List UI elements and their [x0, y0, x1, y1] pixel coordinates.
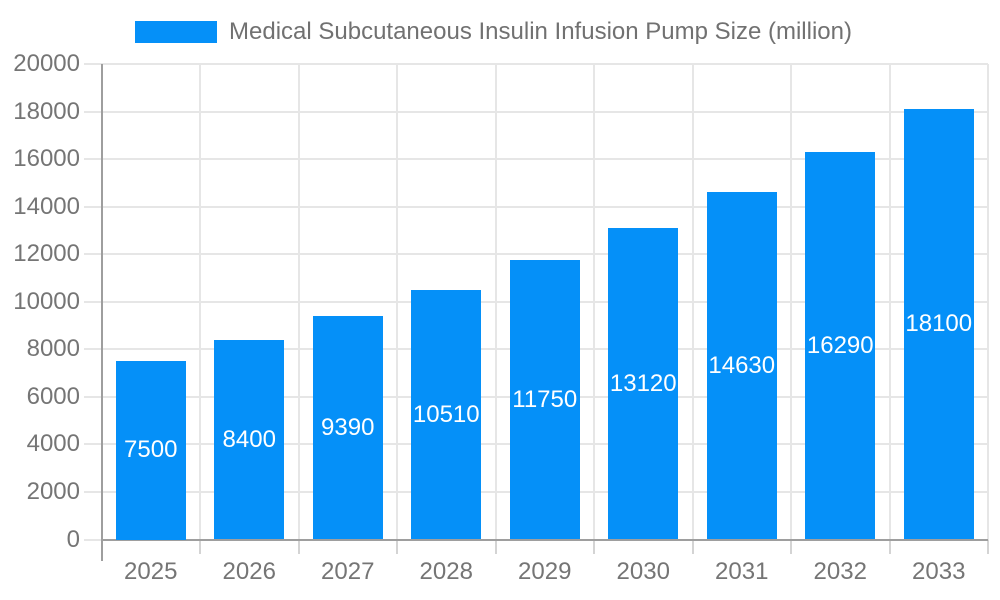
- bar-value-label: 14630: [708, 351, 776, 379]
- x-gridline: [297, 64, 300, 540]
- x-axis-tick: [297, 539, 300, 554]
- bar-value-label: 16290: [806, 331, 874, 359]
- y-axis-tick-label: 20000: [13, 50, 80, 77]
- x-axis-category-label: 2029: [518, 557, 572, 585]
- x-axis-tick: [494, 539, 497, 554]
- bar-value-label: 7500: [124, 436, 178, 464]
- x-axis-tick: [199, 539, 201, 554]
- x-axis-category-label: 2030: [616, 557, 670, 585]
- y-gridline: [83, 253, 988, 256]
- x-axis-line: [100, 538, 988, 541]
- x-axis-tick: [790, 539, 792, 554]
- x-gridline: [987, 64, 989, 540]
- y-axis-tick-label: 2000: [26, 477, 80, 505]
- x-axis-category-label: 2028: [419, 557, 473, 585]
- bar[interactable]: 11750: [509, 260, 580, 540]
- y-gridline: [83, 63, 988, 65]
- x-gridline: [199, 64, 201, 540]
- y-gridline: [83, 110, 988, 113]
- x-axis-tick: [987, 539, 989, 554]
- x-axis-tick: [593, 539, 595, 554]
- bar[interactable]: 9390: [312, 316, 383, 540]
- bar[interactable]: 13120: [608, 227, 679, 540]
- bar[interactable]: 18100: [903, 109, 974, 540]
- bar[interactable]: 16290: [805, 152, 876, 540]
- y-axis-tick-label: 18000: [13, 97, 80, 125]
- legend-label: Medical Subcutaneous Insulin Infusion Pu…: [229, 18, 852, 45]
- bar-value-label: 8400: [222, 425, 276, 453]
- bar[interactable]: 7500: [115, 361, 186, 540]
- bar-value-label: 18100: [905, 310, 973, 338]
- x-gridline: [888, 64, 891, 540]
- x-axis-tick: [888, 539, 891, 554]
- bar[interactable]: 10510: [411, 289, 482, 540]
- x-gridline: [691, 64, 694, 540]
- y-axis-tick-label: 12000: [13, 240, 80, 268]
- y-gridline: [83, 158, 988, 161]
- x-axis-category-label: 2033: [912, 557, 966, 585]
- x-axis-tick: [691, 539, 694, 554]
- x-axis-category-label: 2027: [321, 557, 375, 585]
- bar-value-label: 10510: [412, 400, 480, 428]
- y-axis-tick-label: 16000: [13, 145, 80, 173]
- bar-value-label: 9390: [321, 413, 375, 441]
- bar[interactable]: 8400: [214, 339, 285, 540]
- x-axis-category-label: 2026: [222, 557, 276, 585]
- legend: Medical Subcutaneous Insulin Infusion Pu…: [135, 18, 852, 46]
- y-axis-line: [100, 64, 103, 561]
- bar-value-label: 13120: [609, 369, 677, 397]
- x-axis-category-label: 2025: [124, 557, 178, 585]
- legend-swatch[interactable]: [135, 21, 217, 43]
- x-gridline: [593, 64, 595, 540]
- y-axis-tick-label: 14000: [13, 192, 80, 220]
- y-axis-tick-label: 6000: [26, 382, 80, 410]
- x-axis-tick: [396, 539, 398, 554]
- x-gridline: [790, 64, 792, 540]
- x-axis-category-label: 2031: [715, 557, 769, 585]
- y-axis-tick-label: 0: [66, 525, 80, 553]
- bar-value-label: 11750: [512, 385, 578, 413]
- y-gridline: [83, 205, 988, 208]
- bar[interactable]: 14630: [706, 191, 777, 540]
- x-axis-category-label: 2032: [813, 557, 867, 585]
- y-axis-tick-label: 4000: [26, 430, 80, 458]
- y-axis-tick-label: 10000: [13, 287, 80, 315]
- y-axis-tick-label: 8000: [26, 335, 80, 363]
- x-gridline: [494, 64, 497, 540]
- x-gridline: [396, 64, 398, 540]
